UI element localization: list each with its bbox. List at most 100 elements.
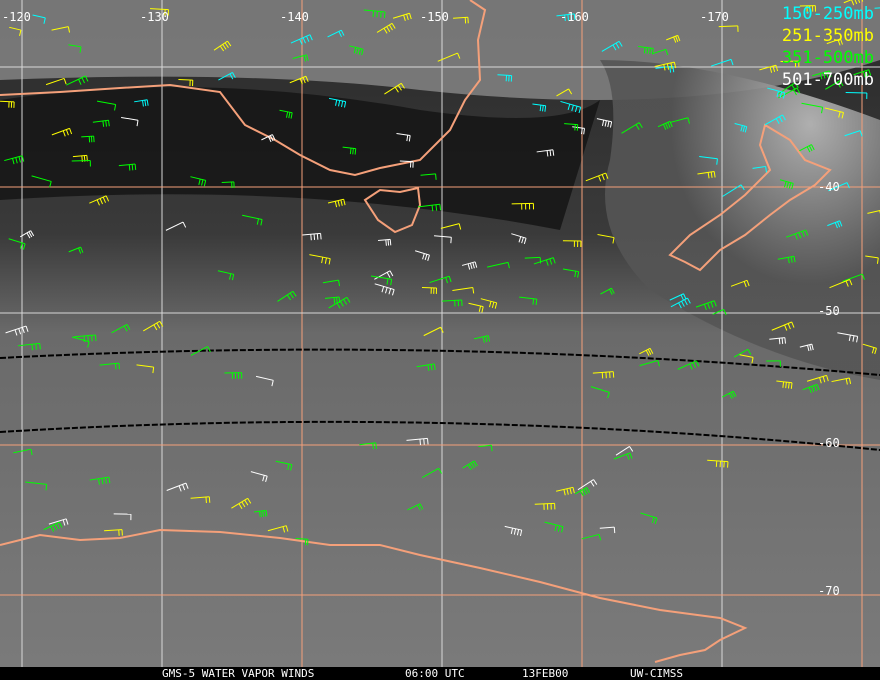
- barb-flag: [336, 302, 341, 309]
- wind-barb: [253, 509, 268, 518]
- barb-flag: [79, 46, 82, 53]
- barb-flag: [69, 128, 73, 135]
- barb-flag: [383, 27, 388, 34]
- barb-staff: [652, 48, 667, 55]
- barb-flag: [292, 291, 297, 297]
- barb-flag: [605, 172, 609, 179]
- barb-flag: [607, 121, 610, 128]
- barb-flag: [104, 477, 107, 484]
- barb-flag: [156, 322, 161, 329]
- barb-flag: [81, 77, 85, 84]
- wind-barb: [519, 296, 538, 306]
- barb-flag: [813, 385, 817, 392]
- wind-barb: [325, 296, 341, 304]
- wind-barb: [221, 181, 235, 189]
- wind-barb: [242, 214, 263, 226]
- barb-flag: [568, 88, 573, 95]
- wind-barb: [562, 268, 580, 278]
- barb-flag: [865, 70, 869, 77]
- barb-flag: [384, 287, 388, 294]
- legend-351-500: 351-500mb: [781, 48, 874, 68]
- wind-barb: [799, 343, 814, 352]
- barb-flag: [791, 84, 796, 91]
- barb-flag: [786, 181, 789, 188]
- barb-flag: [488, 301, 492, 308]
- wind-barb: [261, 134, 276, 143]
- barb-flag: [185, 482, 189, 489]
- barb-flag: [618, 41, 623, 47]
- barb-staff: [478, 444, 492, 448]
- barb-flag: [403, 14, 406, 21]
- wind-barb: [556, 486, 575, 496]
- barb-staff: [581, 533, 600, 540]
- barb-flag: [427, 438, 429, 445]
- barb-flag: [126, 324, 131, 330]
- wind-barb: [342, 146, 357, 155]
- caption-source: UW-CIMSS: [630, 667, 683, 680]
- barb-flag: [80, 246, 84, 253]
- barb-flag: [391, 289, 395, 296]
- barb-flag: [62, 130, 66, 137]
- barb-flag: [567, 103, 571, 111]
- barb-staff: [190, 176, 206, 181]
- wind-barb: [759, 64, 779, 73]
- barb-flag: [609, 289, 613, 295]
- barb-flag: [381, 286, 385, 293]
- barb-staff: [574, 487, 587, 495]
- barb-flag: [713, 300, 717, 307]
- barb-flag: [182, 484, 186, 491]
- barb-staff: [712, 308, 724, 315]
- barb-flag: [282, 526, 286, 533]
- barb-flag: [231, 274, 235, 281]
- wind-barb: [654, 61, 677, 71]
- barb-flag: [271, 380, 274, 387]
- barb-flag: [430, 364, 433, 371]
- wind-barb: [0, 100, 15, 108]
- barb-flag: [821, 107, 824, 114]
- barb-flag: [615, 42, 620, 49]
- barb-flag: [848, 334, 851, 342]
- barb-flag: [286, 294, 292, 301]
- wind-barb: [524, 256, 542, 264]
- barb-flag: [730, 391, 735, 398]
- barb-flag: [747, 349, 752, 355]
- barb-flag: [518, 236, 522, 243]
- wind-barb: [440, 223, 462, 230]
- barb-staff: [261, 134, 273, 141]
- barb-flag: [262, 475, 265, 482]
- barb-flag: [15, 157, 18, 164]
- barb-flag: [567, 14, 570, 21]
- barb-flag: [409, 13, 412, 20]
- wind-barb: [802, 383, 820, 394]
- wind-barb: [670, 297, 691, 309]
- barb-flag: [561, 526, 564, 533]
- barb-flag: [651, 48, 654, 55]
- barb-staff: [275, 460, 292, 466]
- wind-barb: [190, 496, 211, 504]
- barb-flag: [114, 363, 117, 370]
- barb-staff: [328, 296, 348, 309]
- barb-flag: [152, 367, 155, 374]
- wind-barb: [406, 437, 429, 446]
- barb-flag: [423, 438, 425, 445]
- caption-satellite: GMS-5 WATER VAPOR WINDS: [162, 667, 315, 680]
- barb-flag: [358, 48, 362, 55]
- wind-barb: [824, 107, 844, 119]
- barb-flag: [21, 327, 25, 334]
- barb-flag: [572, 487, 575, 494]
- barb-staff: [190, 346, 208, 356]
- wind-barb: [652, 48, 669, 56]
- barb-flag: [707, 172, 710, 179]
- barb-flag: [778, 338, 781, 345]
- barb-flag: [601, 174, 605, 181]
- barb-flag: [458, 223, 462, 230]
- barb-staff: [827, 220, 840, 227]
- wind-barb: [255, 375, 274, 387]
- barb-flag: [507, 262, 510, 269]
- barb-flag: [289, 292, 294, 299]
- barb-staff: [213, 40, 228, 51]
- wind-barb: [564, 123, 579, 131]
- barb-flag: [707, 302, 711, 309]
- barb-staff: [600, 287, 612, 295]
- barb-flag: [647, 349, 652, 355]
